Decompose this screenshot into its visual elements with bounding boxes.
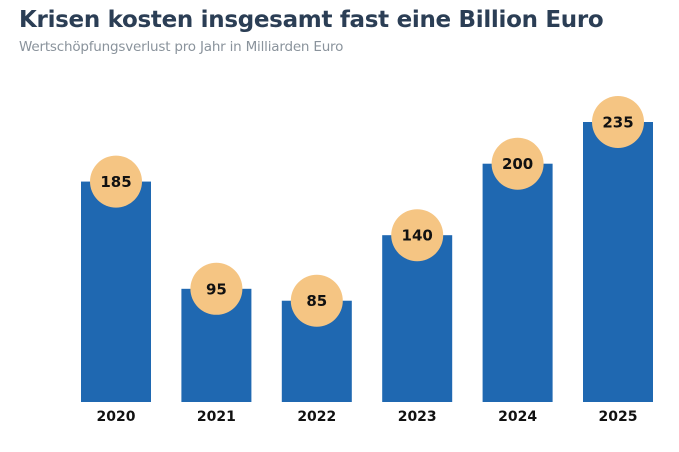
value-bubble-2021 <box>190 262 243 315</box>
x-tick-label-2024: 2024 <box>498 409 537 425</box>
chart-title: Krisen kosten insgesamt fast eine Billio… <box>19 7 604 33</box>
x-tick-label-2021: 2021 <box>197 409 236 425</box>
value-bubble-2020 <box>90 155 142 208</box>
data-label-2025: 235 <box>602 114 633 132</box>
data-label-2021: 95 <box>206 280 227 298</box>
x-tick-label-2022: 2022 <box>297 409 336 425</box>
x-tick-label-2020: 2020 <box>97 409 136 425</box>
chart-subtitle: Wertschöpfungsverlust pro Jahr in Millia… <box>19 39 344 55</box>
bar-2024 <box>482 163 553 402</box>
data-label-2020: 185 <box>100 173 131 191</box>
value-bubble-2023 <box>391 209 444 262</box>
value-bubble-2025 <box>592 96 644 148</box>
bar-2020 <box>81 181 151 402</box>
x-tick-label-2025: 2025 <box>599 409 638 425</box>
bar-2025 <box>583 122 653 402</box>
value-bubble-2022 <box>290 274 343 327</box>
data-label-2023: 140 <box>402 227 433 245</box>
x-tick-label-2023: 2023 <box>398 409 437 425</box>
data-label-2022: 85 <box>306 292 327 310</box>
bar-2023 <box>382 235 453 402</box>
value-bubble-2024 <box>491 137 544 190</box>
data-label-2024: 200 <box>502 155 533 173</box>
